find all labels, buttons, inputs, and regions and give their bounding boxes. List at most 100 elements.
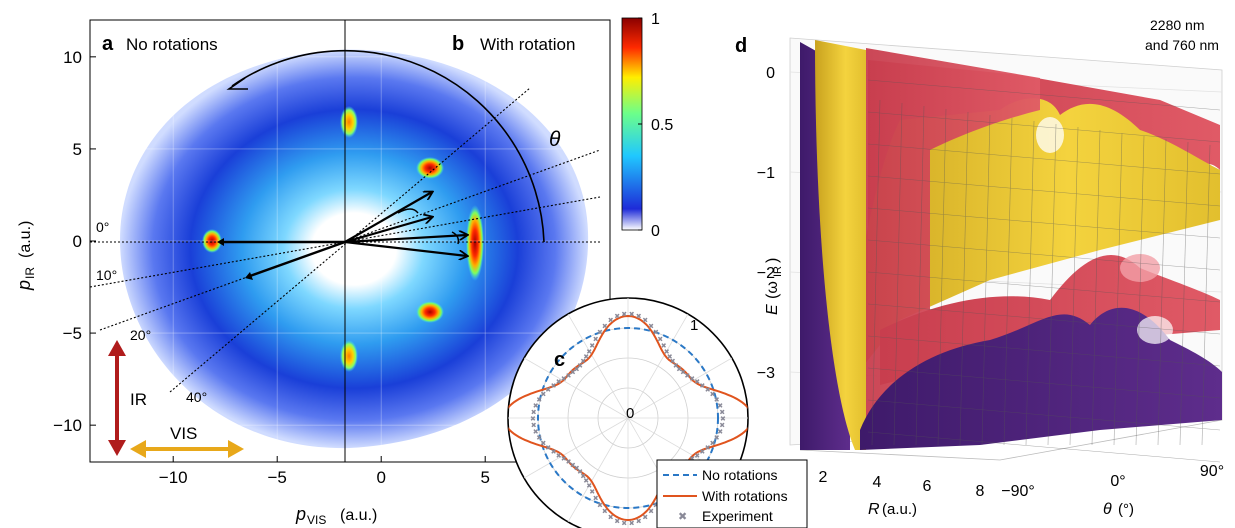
vector-head-left — [217, 238, 224, 246]
mesh-line — [1157, 138, 1167, 446]
angle-line-40 — [169, 87, 531, 393]
experiment-point: ✖ — [689, 376, 695, 383]
angle-label-10: 10° — [96, 267, 117, 283]
mesh-line — [893, 102, 903, 446]
theta-arc-head — [226, 77, 248, 90]
y-axis-title-unit: (a.u.) — [17, 221, 34, 258]
y-axis-title-p: p — [14, 280, 34, 291]
experiment-point: ✖ — [545, 445, 551, 452]
experiment-point: ✖ — [608, 514, 614, 521]
theta-axis-tick-labels: −90° 0° 90° — [1001, 463, 1224, 500]
mesh-line — [1025, 120, 1035, 446]
z-axis-title: E (ω IR ) — [764, 258, 784, 315]
experiment-point: ✖ — [629, 521, 635, 528]
rotation-arc-1 — [397, 208, 419, 214]
experiment-point: ✖ — [657, 336, 663, 343]
yellow-surface — [840, 98, 1220, 395]
experiment-point: ✖ — [533, 429, 539, 436]
z-axis-tick-labels: 0 −1 −2 −3 — [757, 65, 775, 382]
mesh-line — [1091, 129, 1101, 446]
panel-title-a: No rotations — [126, 35, 218, 54]
experiment-point: ✖ — [536, 397, 542, 404]
experiment-point: ✖ — [580, 473, 586, 480]
mesh-line — [1113, 132, 1123, 446]
mesh-line — [867, 367, 1221, 399]
experiment-point: ✖ — [602, 509, 608, 516]
experiment-point: ✖ — [614, 314, 620, 321]
experiment-point: ✖ — [717, 429, 723, 436]
rotation-arc-2 — [451, 231, 460, 245]
vector-right-20 — [344, 217, 432, 244]
legend-box — [656, 459, 808, 528]
y-axis-title-sub: IR — [23, 267, 37, 279]
experiment-point: ✖ — [586, 483, 592, 490]
experiment-point: ✖ — [694, 379, 700, 386]
mesh-line — [867, 335, 1221, 367]
hotspot-bottom — [340, 340, 358, 372]
heatmap-blob — [120, 49, 589, 449]
z-axis-title-close: ) — [764, 258, 781, 263]
mesh-line — [867, 143, 1221, 175]
mesh-line — [867, 175, 1221, 207]
mesh-line — [867, 79, 1221, 111]
ir-arrow-label: IR — [130, 390, 147, 409]
experiment-point: ✖ — [574, 366, 580, 373]
panel-title-b: With rotation — [480, 35, 575, 54]
experiment-point: ✖ — [545, 387, 551, 394]
experiment-point: ✖ — [593, 336, 599, 343]
vector-right-40 — [344, 192, 432, 243]
x-axis-title-sub: VIS — [307, 513, 326, 527]
purple-highlight — [1137, 316, 1173, 344]
experiment-point: ✖ — [566, 373, 572, 380]
colorbar-tick-label: 0 — [651, 223, 660, 240]
x-axis-title-unit: (a.u.) — [340, 507, 377, 524]
r-tick-label: 4 — [873, 474, 882, 491]
x-tick-label: 0 — [376, 468, 385, 487]
vis-arrow-label: VIS — [170, 424, 197, 443]
experiment-point: ✖ — [714, 435, 720, 442]
r-axis-title: R — [868, 501, 880, 518]
experiment-point: ✖ — [705, 387, 711, 394]
vector-left-20 — [249, 240, 346, 278]
experiment-point: ✖ — [661, 343, 667, 350]
experiment-point: ✖ — [574, 466, 580, 473]
experiment-point: ✖ — [531, 409, 537, 416]
experiment-point: ✖ — [566, 459, 572, 466]
experiment-point: ✖ — [710, 440, 716, 447]
experiment-point: ✖ — [608, 318, 614, 325]
vis-arrow-head-right — [228, 440, 244, 458]
polar-r-tick-1: 1 — [690, 317, 698, 334]
z-axis-title-sub: IR — [772, 266, 784, 277]
theta-tick-label: 90° — [1200, 463, 1224, 480]
ir-arrow-head-bottom — [108, 440, 126, 456]
z-axis-title-unit: (ω — [764, 281, 781, 299]
mesh-line — [1003, 117, 1013, 446]
angle-label-40: 40° — [186, 389, 207, 405]
experiment-point: ✖ — [577, 469, 583, 476]
z-tick-label: −3 — [757, 365, 775, 382]
vector-right-0 — [344, 240, 467, 256]
surface-mesh — [867, 79, 1221, 463]
r-axis-tick-labels: 2 4 6 8 — [819, 469, 985, 500]
panel-d: d 2280 nm and 760 nm 0 −1 −2 −3 E (ω IR ) 2… — [735, 17, 1224, 518]
experiment-point: ✖ — [636, 314, 642, 321]
experiment-point: ✖ — [614, 519, 620, 526]
experiment-point: ✖ — [670, 359, 676, 366]
z-tick-label: −1 — [757, 165, 775, 182]
experiment-point: ✖ — [577, 363, 583, 370]
experiment-point: ✖ — [580, 359, 586, 366]
y-tick-label: −10 — [53, 416, 82, 435]
mesh-line — [867, 207, 1221, 239]
polar-spoke — [567, 313, 629, 419]
experiment-point: ✖ — [714, 397, 720, 404]
mesh-line — [981, 114, 991, 446]
mesh-line — [1201, 144, 1211, 446]
panel-label-b: b — [452, 33, 464, 55]
experiment-point: ✖ — [583, 354, 589, 361]
angle-label-20: 20° — [130, 327, 151, 343]
polar-spoke — [523, 357, 629, 419]
experiment-point: ✖ — [621, 311, 627, 318]
angle-label-0: 0° — [96, 219, 109, 235]
experiment-point: ✖ — [710, 392, 716, 399]
